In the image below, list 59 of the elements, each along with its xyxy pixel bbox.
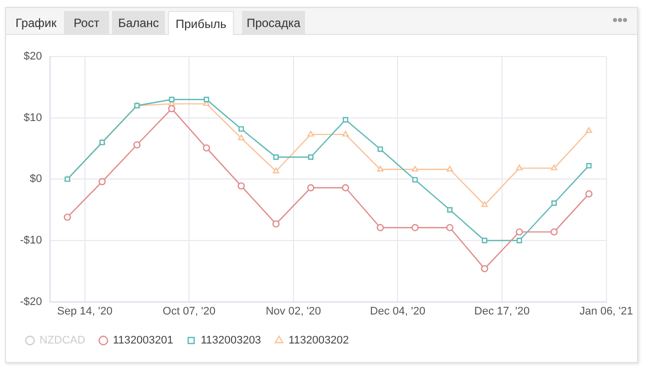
point bbox=[585, 190, 592, 198]
text: Dec 04, '20 bbox=[370, 305, 426, 318]
point bbox=[238, 134, 244, 140]
point bbox=[550, 228, 558, 236]
point bbox=[446, 166, 454, 172]
point bbox=[272, 220, 280, 228]
point bbox=[516, 164, 523, 170]
point bbox=[273, 154, 279, 160]
text: Jan 06, '21 bbox=[580, 305, 634, 318]
point bbox=[377, 166, 384, 172]
point bbox=[168, 105, 176, 112]
point bbox=[551, 200, 557, 206]
y-tick-label: -$10 bbox=[20, 234, 42, 247]
point bbox=[586, 162, 592, 168]
point bbox=[376, 224, 384, 232]
text: Oct 07, '20 bbox=[162, 305, 216, 318]
y-tick-label: -$20 bbox=[20, 296, 42, 308]
text: Просадка bbox=[242, 11, 305, 35]
text: Баланс bbox=[112, 11, 165, 35]
legend-label: 1132003203 bbox=[200, 334, 262, 347]
point bbox=[238, 182, 245, 190]
point bbox=[204, 96, 210, 102]
point bbox=[411, 224, 419, 232]
point bbox=[98, 178, 106, 186]
point bbox=[168, 96, 174, 102]
point bbox=[482, 238, 488, 244]
point bbox=[272, 168, 280, 174]
point bbox=[378, 146, 384, 152]
text: Sep 14, '20 bbox=[57, 305, 112, 318]
point bbox=[516, 238, 522, 244]
text: Рост bbox=[64, 11, 109, 35]
point bbox=[202, 144, 210, 152]
text: График bbox=[14, 15, 58, 32]
point bbox=[481, 201, 488, 208]
y-tick-label: $0 bbox=[30, 173, 42, 186]
point bbox=[550, 164, 558, 170]
point bbox=[342, 117, 348, 122]
point bbox=[586, 127, 592, 133]
point bbox=[412, 177, 418, 183]
point bbox=[308, 154, 314, 160]
point bbox=[308, 130, 314, 137]
text: Прибыль bbox=[168, 11, 234, 35]
y-tick-label: $10 bbox=[24, 112, 42, 124]
point bbox=[342, 184, 350, 192]
text: Dec 17, '20 bbox=[474, 305, 530, 318]
legend-label: 1132003202 bbox=[288, 334, 349, 347]
point bbox=[446, 224, 454, 232]
point bbox=[516, 228, 523, 236]
point bbox=[238, 126, 244, 132]
y-tick-label: $20 bbox=[24, 50, 42, 63]
point bbox=[447, 207, 453, 213]
text: Nov 02, '20 bbox=[266, 305, 322, 318]
point bbox=[307, 184, 314, 192]
point bbox=[133, 141, 141, 148]
point bbox=[342, 130, 349, 137]
point bbox=[412, 166, 418, 172]
point bbox=[64, 214, 71, 221]
point bbox=[480, 265, 488, 272]
legend-label: 1132003201 bbox=[112, 334, 174, 347]
